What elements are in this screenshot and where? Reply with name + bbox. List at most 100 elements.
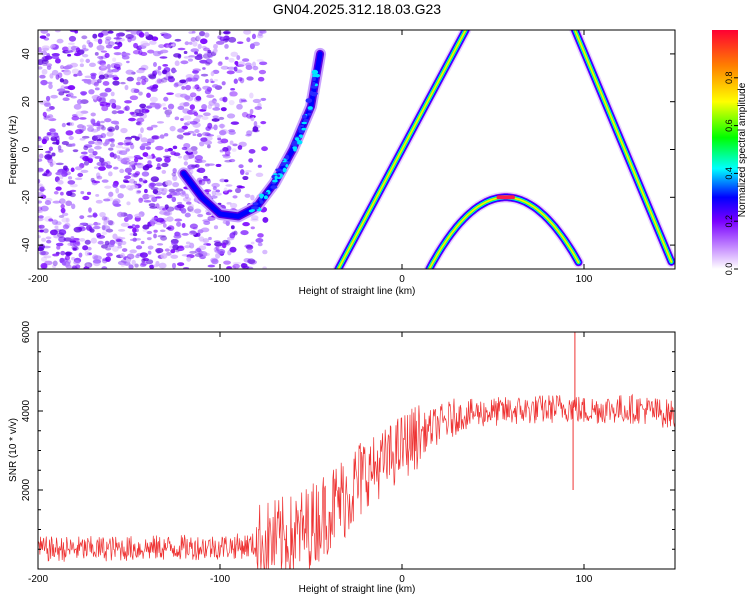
snr-ticks: -200 -100 0 100 2000 4000 6000	[21, 320, 675, 585]
arc-speckle	[307, 112, 312, 116]
noise-blob	[113, 203, 122, 207]
noise-blob	[173, 53, 182, 58]
noise-blob	[146, 126, 154, 131]
noise-blob	[68, 35, 77, 42]
noise-blob	[202, 238, 210, 244]
noise-blob	[42, 62, 47, 66]
noise-blob	[127, 172, 132, 175]
noise-blob	[62, 224, 70, 230]
noise-blob	[227, 189, 233, 193]
noise-blob	[96, 175, 103, 180]
arc-speckle	[311, 92, 319, 96]
noise-blob	[65, 217, 70, 223]
noise-blob	[167, 147, 174, 152]
noise-blob	[76, 226, 83, 231]
noise-blob	[155, 145, 164, 151]
noise-blob	[38, 178, 41, 184]
noise-blob	[188, 41, 193, 45]
noise-blob	[61, 171, 68, 177]
noise-blob	[69, 189, 77, 193]
noise-blob	[175, 232, 182, 238]
noise-blob	[100, 120, 105, 124]
noise-blob	[222, 154, 231, 159]
noise-blob	[97, 78, 102, 84]
noise-blob	[176, 221, 182, 227]
arc-speckle	[301, 121, 308, 125]
noise-blob	[109, 143, 115, 148]
noise-blob	[177, 47, 186, 51]
noise-blob	[89, 62, 96, 67]
noise-blob	[132, 227, 137, 234]
noise-blob	[259, 30, 267, 34]
arc-speckle	[314, 73, 321, 78]
noise-blob	[85, 223, 94, 227]
noise-blob	[230, 121, 240, 125]
noise-blob	[215, 189, 220, 193]
colorbar-tick-label: 0.6	[724, 119, 734, 132]
noise-blob	[48, 218, 54, 222]
noise-blob	[200, 73, 209, 77]
noise-blob	[40, 251, 49, 256]
noise-blob	[194, 253, 204, 257]
noise-blob	[192, 70, 199, 74]
x-tick-label: 100	[576, 574, 593, 585]
noise-blob	[134, 157, 139, 163]
noise-blob	[213, 43, 218, 50]
noise-blob	[68, 136, 74, 141]
noise-blob	[202, 67, 206, 70]
noise-blob	[228, 99, 235, 106]
noise-blob	[73, 260, 81, 265]
noise-blob	[95, 199, 103, 204]
noise-blob	[149, 221, 156, 227]
colorbar-tick-label: 0.8	[724, 72, 734, 85]
noise-blob	[87, 126, 95, 132]
noise-blob	[134, 108, 142, 114]
noise-blob	[196, 35, 201, 41]
noise-blob	[97, 60, 106, 65]
noise-blob	[38, 153, 44, 159]
arc-speckle	[281, 162, 287, 166]
arc-speckle	[259, 194, 264, 199]
noise-blob	[258, 69, 267, 75]
arc-speckle	[311, 69, 319, 75]
noise-blob	[107, 126, 115, 133]
noise-blob	[73, 103, 82, 110]
noise-blob	[253, 120, 258, 127]
noise-blob	[60, 207, 66, 214]
noise-blob	[177, 245, 184, 249]
noise-blob	[215, 252, 221, 259]
noise-blob	[48, 146, 53, 151]
noise-blob	[51, 219, 59, 226]
noise-blob	[136, 162, 144, 169]
noise-blob	[192, 150, 198, 155]
noise-blob	[245, 172, 249, 175]
noise-blob	[198, 251, 208, 258]
noise-blob	[46, 108, 52, 112]
noise-blob	[212, 186, 217, 191]
noise-blob	[147, 250, 152, 255]
noise-blob	[163, 96, 169, 102]
noise-blob	[237, 145, 243, 150]
noise-blob	[162, 63, 169, 67]
arc-speckle	[284, 154, 290, 160]
noise-blob	[149, 264, 155, 269]
noise-blob	[97, 38, 103, 45]
noise-blob	[136, 117, 145, 123]
noise-blob	[217, 61, 223, 66]
noise-blob	[249, 108, 254, 115]
noise-blob	[107, 69, 113, 73]
noise-blob	[116, 155, 121, 159]
y-tick-label: 6000	[21, 320, 32, 343]
noise-blob	[71, 203, 76, 210]
noise-blob	[159, 229, 166, 233]
noise-blob	[105, 44, 113, 49]
noise-blob	[228, 36, 237, 43]
noise-blob	[211, 258, 219, 265]
noise-blob	[69, 240, 77, 243]
noise-blob	[43, 102, 52, 108]
noise-blob	[96, 95, 102, 102]
noise-blob	[67, 180, 76, 185]
noise-blob	[117, 193, 124, 199]
noise-blob	[198, 236, 205, 241]
noise-blob	[182, 108, 190, 114]
